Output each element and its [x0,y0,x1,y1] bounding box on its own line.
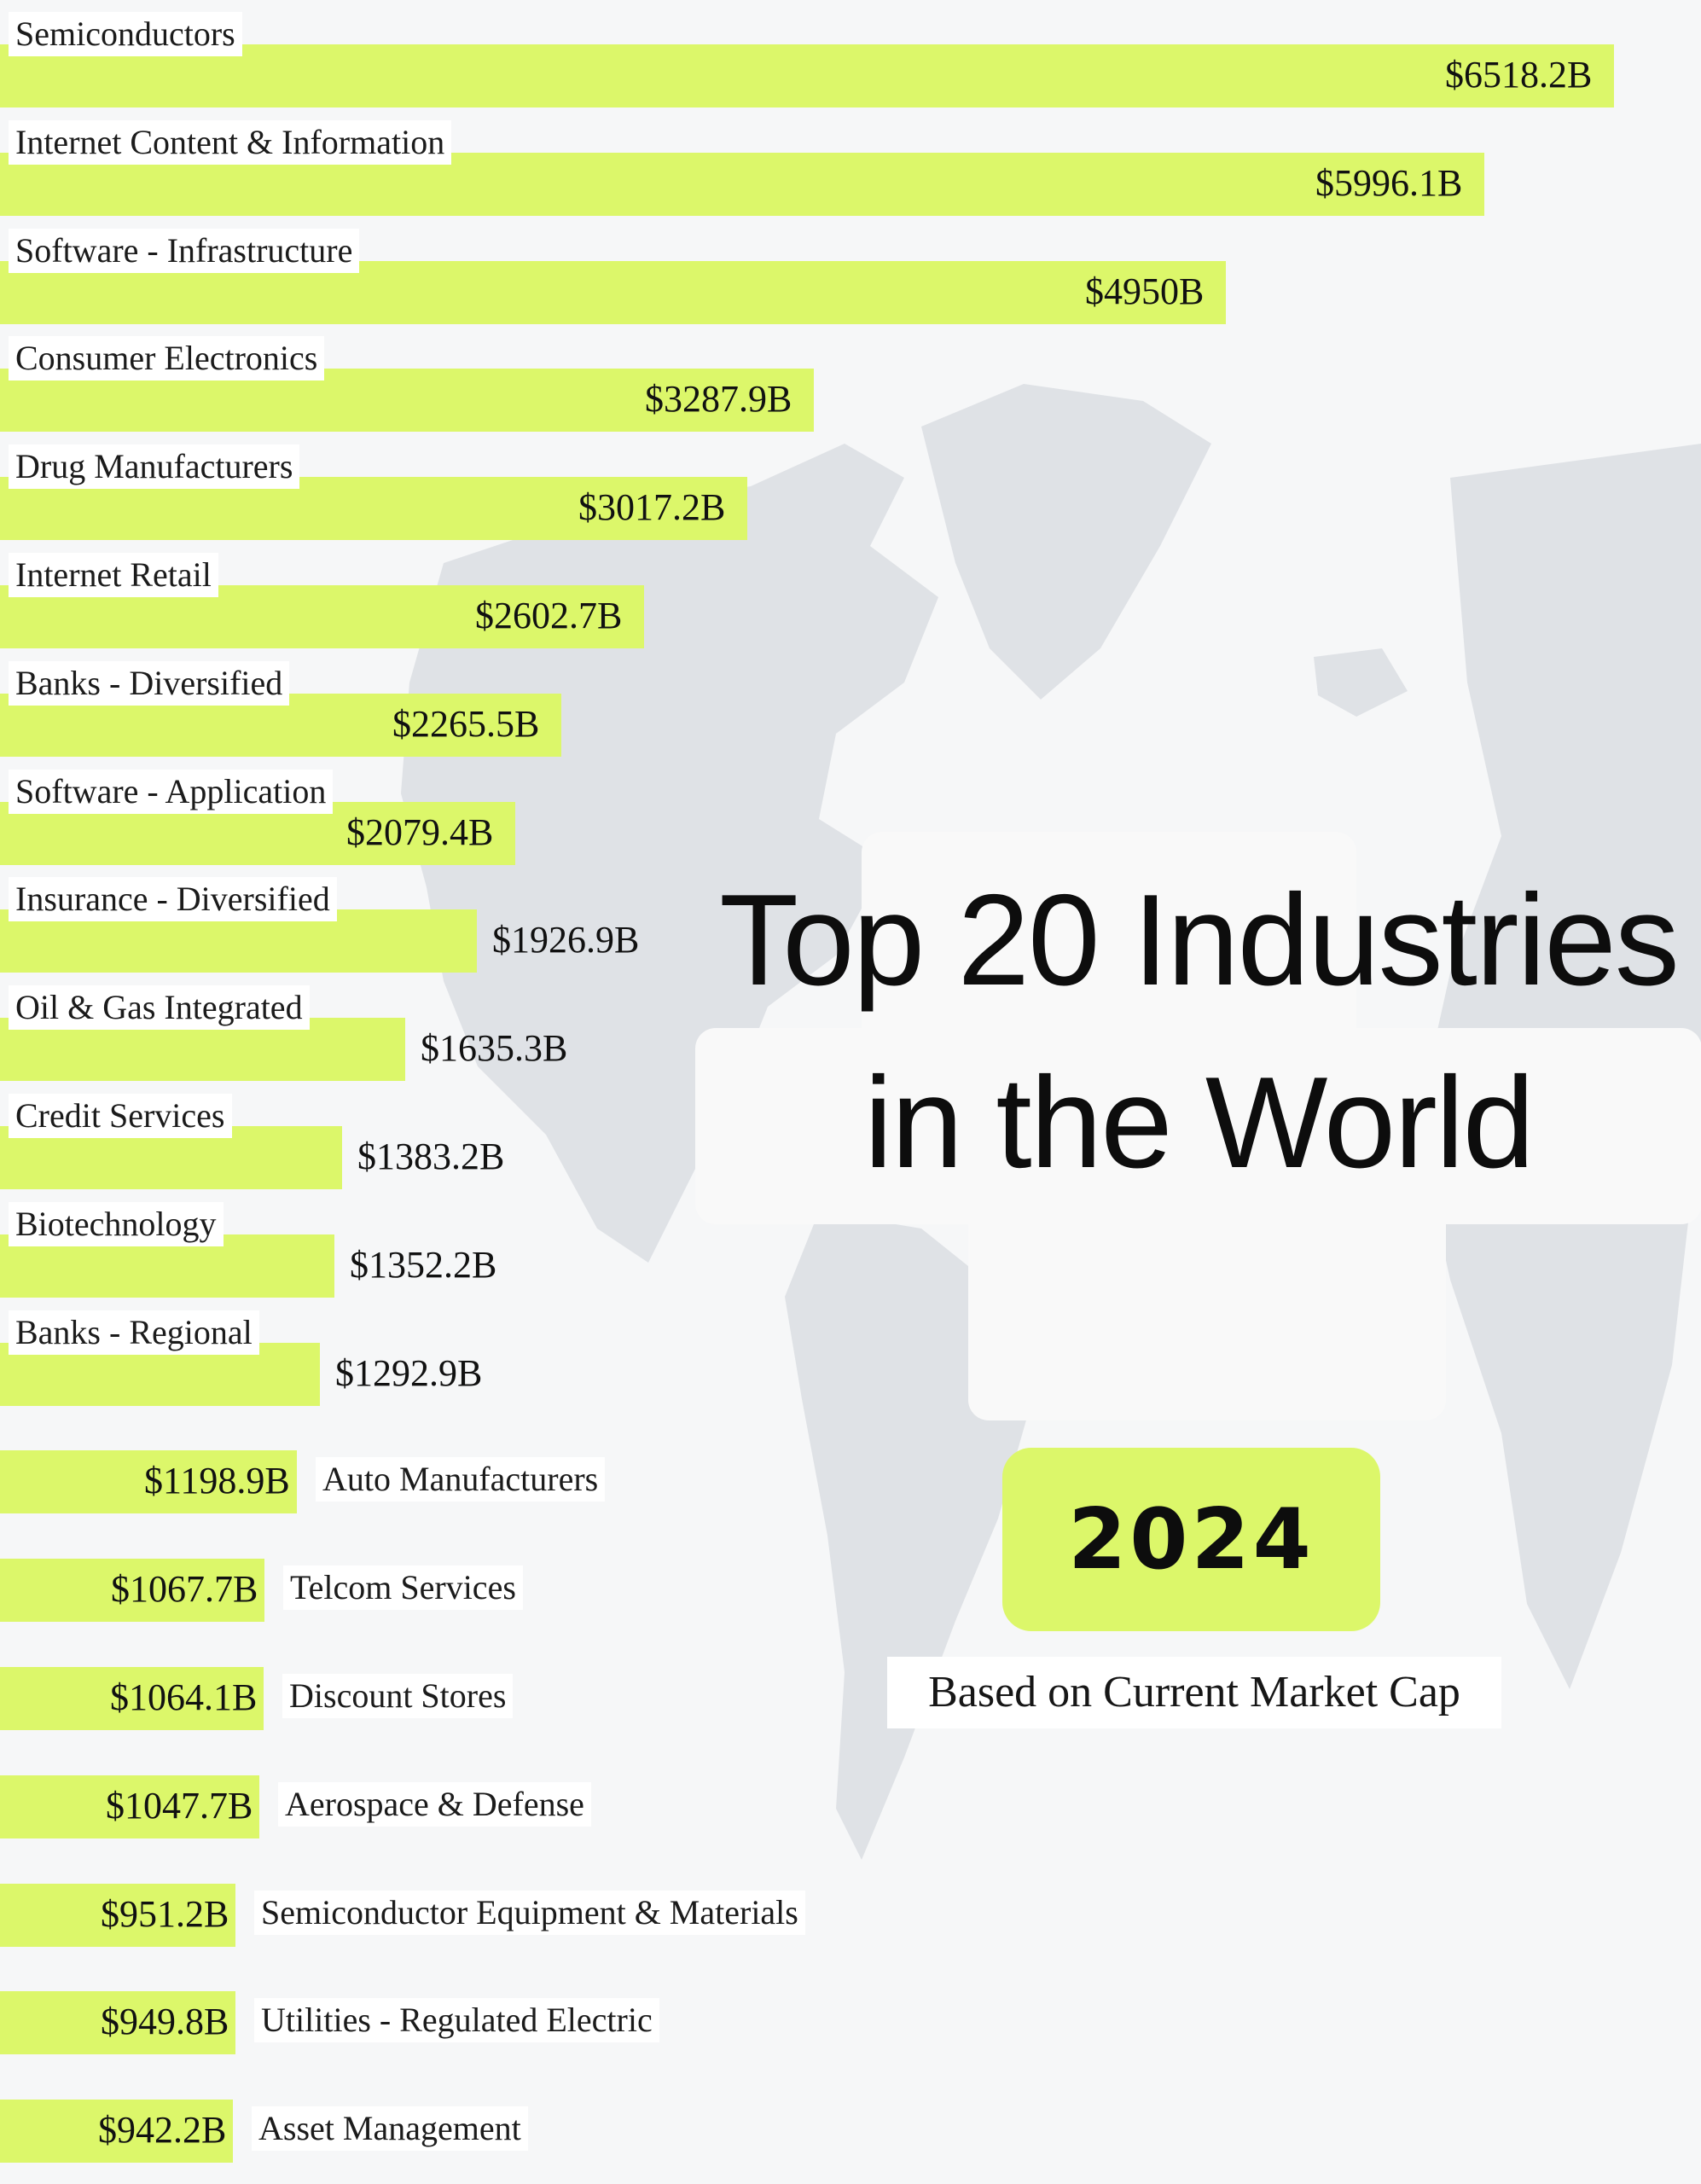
title-panel-middle [695,1028,1701,1224]
map-north-america [401,444,938,1263]
chart-title: Top 20 Industries in the World [719,868,1680,1195]
title-area: Top 20 Industries in the World [695,832,1701,1446]
bar [0,2100,233,2163]
bar-category-label: Asset Management [252,2106,528,2151]
bar-category-label: Biotechnology [9,1202,224,1246]
bar [0,1667,264,1730]
bar-category-label: Internet Retail [9,553,218,597]
bar-category-label: Internet Content & Information [9,120,452,165]
bar-value-label: $949.8B [101,2001,229,2042]
bar-value-label: $3287.9B [645,378,792,420]
bar-value-label: $2079.4B [346,811,494,853]
map-iceland [1314,648,1408,717]
bar-category-label: Drug Manufacturers [9,444,300,489]
title-panel-top [862,832,1356,1054]
bar [0,1450,297,1513]
bar-category-label: Utilities - Regulated Electric [254,1998,659,2042]
bar [0,1991,235,2054]
bar-value-label: $1352.2B [350,1244,497,1286]
bar-value-label: $2265.5B [392,703,540,745]
bar-value-label: $3017.2B [578,486,726,528]
bar-value-label: $6518.2B [1445,54,1593,96]
bar-category-label: Insurance - Diversified [9,877,337,921]
bar-value-label: $4950B [1085,270,1205,312]
bar-value-label: $1067.7B [111,1568,258,1610]
bar-category-label: Discount Stores [282,1674,514,1718]
bar-value-label: $5996.1B [1315,162,1463,204]
bar [0,1559,264,1622]
bar-value-label: $1047.7B [106,1785,253,1827]
bar-category-label: Oil & Gas Integrated [9,985,310,1030]
bar [0,44,1614,107]
bar-category-label: Semiconductors [9,12,242,56]
bar-value-label: $2602.7B [475,595,623,636]
year-badge: 2024 [1002,1448,1380,1631]
bar-category-label: Software - Infrastructure [9,229,360,273]
title-panel-bottom [968,1199,1446,1420]
bar-category-label: Consumer Electronics [9,336,325,380]
bar-category-label: Aerospace & Defense [278,1782,591,1827]
bar-category-label: Auto Manufacturers [316,1457,606,1502]
bar-category-label: Telcom Services [283,1565,523,1610]
bar [0,1884,235,1947]
bar-value-label: $951.2B [101,1893,229,1935]
bar-value-label: $1292.9B [335,1352,483,1394]
map-greenland [921,384,1211,700]
bar-value-label: $1198.9B [144,1460,290,1502]
bar-value-label: $1383.2B [357,1136,505,1177]
bar-value-label: $942.2B [98,2109,227,2151]
bar-category-label: Banks - Regional [9,1310,259,1355]
bar-category-label: Banks - Diversified [9,661,290,706]
bar-category-label: Software - Application [9,770,334,814]
bar-value-label: $1064.1B [110,1676,258,1718]
chart-subtitle: Based on Current Market Cap [887,1657,1501,1728]
bar-category-label: Semiconductor Equipment & Materials [254,1891,805,1935]
bar [0,1775,259,1838]
bar-value-label: $1635.3B [421,1027,568,1069]
bar-value-label: $1926.9B [492,919,640,961]
bar-category-label: Credit Services [9,1094,232,1138]
